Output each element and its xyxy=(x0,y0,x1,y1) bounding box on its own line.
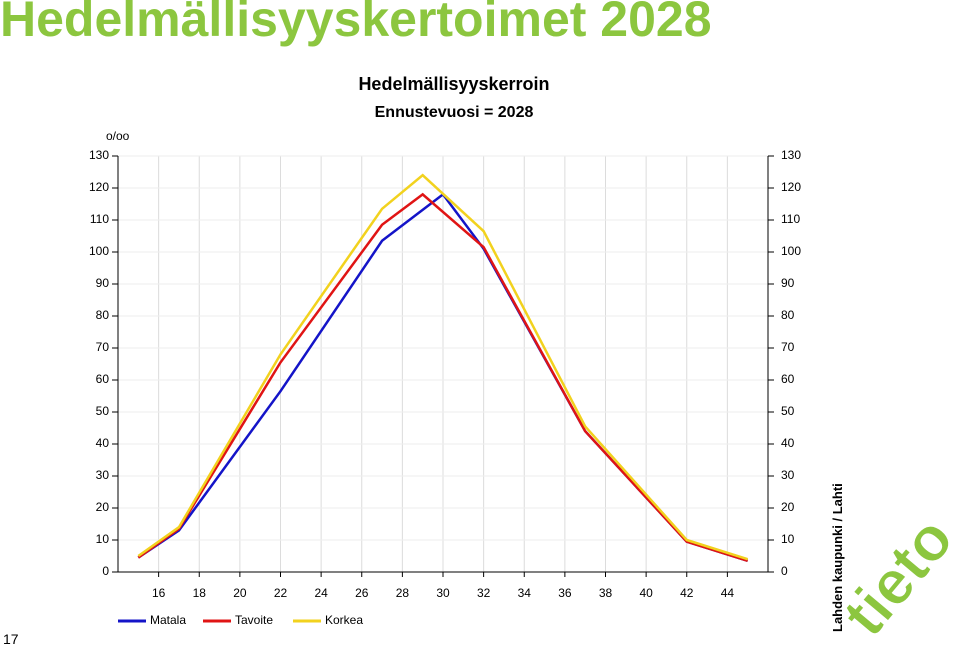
x-tick-label: 44 xyxy=(721,586,735,600)
y2-tick-label: 70 xyxy=(781,340,795,354)
y2-tick-label: 60 xyxy=(781,372,795,386)
y2-tick-label: 10 xyxy=(781,532,795,546)
logo: tieto xyxy=(830,504,960,649)
slide-title: Hedelmällisyyskertoimet 2028 xyxy=(0,0,712,47)
x-tick-label: 28 xyxy=(396,586,410,600)
y-tick-label: 60 xyxy=(96,372,110,386)
y-tick-label: 90 xyxy=(96,276,110,290)
x-tick-label: 26 xyxy=(355,586,369,600)
y2-tick-label: 110 xyxy=(781,212,800,226)
y2-tick-label: 30 xyxy=(781,468,795,482)
page-number: 17 xyxy=(3,631,19,647)
x-tick-label: 22 xyxy=(274,586,288,600)
y-tick-label: 40 xyxy=(96,436,110,450)
chart: 16 18 20 22 24 26 28 30 32 34 36 38 40 42 44 0 0 10 10 20 20… xyxy=(89,148,801,627)
y-tick-label: 110 xyxy=(90,212,109,226)
y-tick-label: 0 xyxy=(102,564,109,578)
x-tick-label: 36 xyxy=(558,586,572,600)
y-tick-label: 130 xyxy=(89,148,109,162)
x-tick-label: 30 xyxy=(436,586,450,600)
x-tick-label: 18 xyxy=(193,586,207,600)
y2-tick-label: 0 xyxy=(781,564,788,578)
y-tick-label: 120 xyxy=(89,180,109,194)
y2-tick-label: 100 xyxy=(781,244,801,258)
y2-tick-label: 90 xyxy=(781,276,795,290)
series-line xyxy=(137,173,749,561)
x-tick-label: 16 xyxy=(152,586,166,600)
x-tick-label: 40 xyxy=(639,586,653,600)
y2-tick-label: 50 xyxy=(781,404,795,418)
y-tick-label: 70 xyxy=(96,340,110,354)
y-tick-label: 10 xyxy=(96,532,110,546)
x-tick-label: 20 xyxy=(233,586,247,600)
y-tick-label: 20 xyxy=(96,500,110,514)
side-text: Lahden kaupunki / Lahti xyxy=(830,483,845,632)
legend-label: Matala xyxy=(150,613,186,627)
chart-title: Hedelmällisyyskerroin xyxy=(358,74,549,94)
y-axis-label: o/oo xyxy=(106,129,130,143)
x-tick-label: 32 xyxy=(477,586,491,600)
series-line xyxy=(137,192,749,562)
y2-tick-label: 40 xyxy=(781,436,795,450)
chart-subtitle: Ennustevuosi = 2028 xyxy=(375,104,534,121)
y2-tick-label: 120 xyxy=(781,180,801,194)
y-tick-label: 50 xyxy=(96,404,110,418)
x-tick-label: 42 xyxy=(680,586,694,600)
y-tick-label: 100 xyxy=(89,244,109,258)
legend-label: Korkea xyxy=(325,613,363,627)
x-tick-label: 34 xyxy=(518,586,532,600)
x-tick-label: 24 xyxy=(314,586,328,600)
y-tick-label: 80 xyxy=(96,308,110,322)
y2-tick-label: 20 xyxy=(781,500,795,514)
x-tick-label: 38 xyxy=(599,586,613,600)
y-tick-label: 30 xyxy=(96,468,110,482)
y2-tick-label: 130 xyxy=(781,148,801,162)
legend-label: Tavoite xyxy=(235,613,273,627)
y2-tick-label: 80 xyxy=(781,308,795,322)
